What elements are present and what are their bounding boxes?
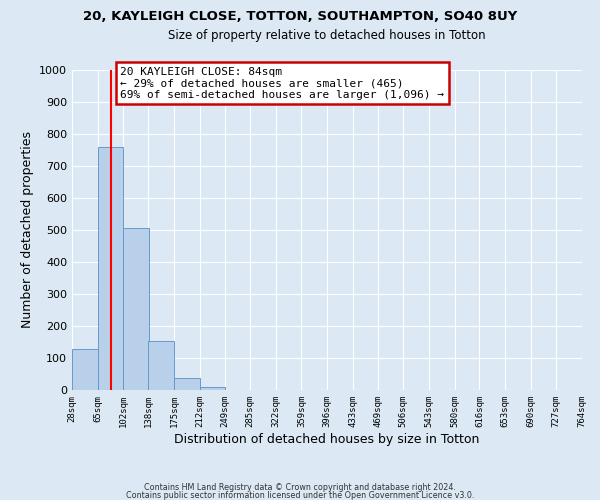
Text: Contains HM Land Registry data © Crown copyright and database right 2024.: Contains HM Land Registry data © Crown c… — [144, 484, 456, 492]
Bar — [174, 378, 199, 390]
Text: 20 KAYLEIGH CLOSE: 84sqm
← 29% of detached houses are smaller (465)
69% of semi-: 20 KAYLEIGH CLOSE: 84sqm ← 29% of detach… — [121, 67, 445, 100]
X-axis label: Distribution of detached houses by size in Totton: Distribution of detached houses by size … — [175, 432, 479, 446]
Bar — [199, 387, 225, 390]
Title: Size of property relative to detached houses in Totton: Size of property relative to detached ho… — [168, 30, 486, 43]
Bar — [148, 342, 174, 390]
Bar — [123, 228, 149, 390]
Text: 20, KAYLEIGH CLOSE, TOTTON, SOUTHAMPTON, SO40 8UY: 20, KAYLEIGH CLOSE, TOTTON, SOUTHAMPTON,… — [83, 10, 517, 23]
Y-axis label: Number of detached properties: Number of detached properties — [20, 132, 34, 328]
Bar — [98, 147, 123, 390]
Bar — [72, 350, 98, 390]
Text: Contains public sector information licensed under the Open Government Licence v3: Contains public sector information licen… — [126, 490, 474, 500]
